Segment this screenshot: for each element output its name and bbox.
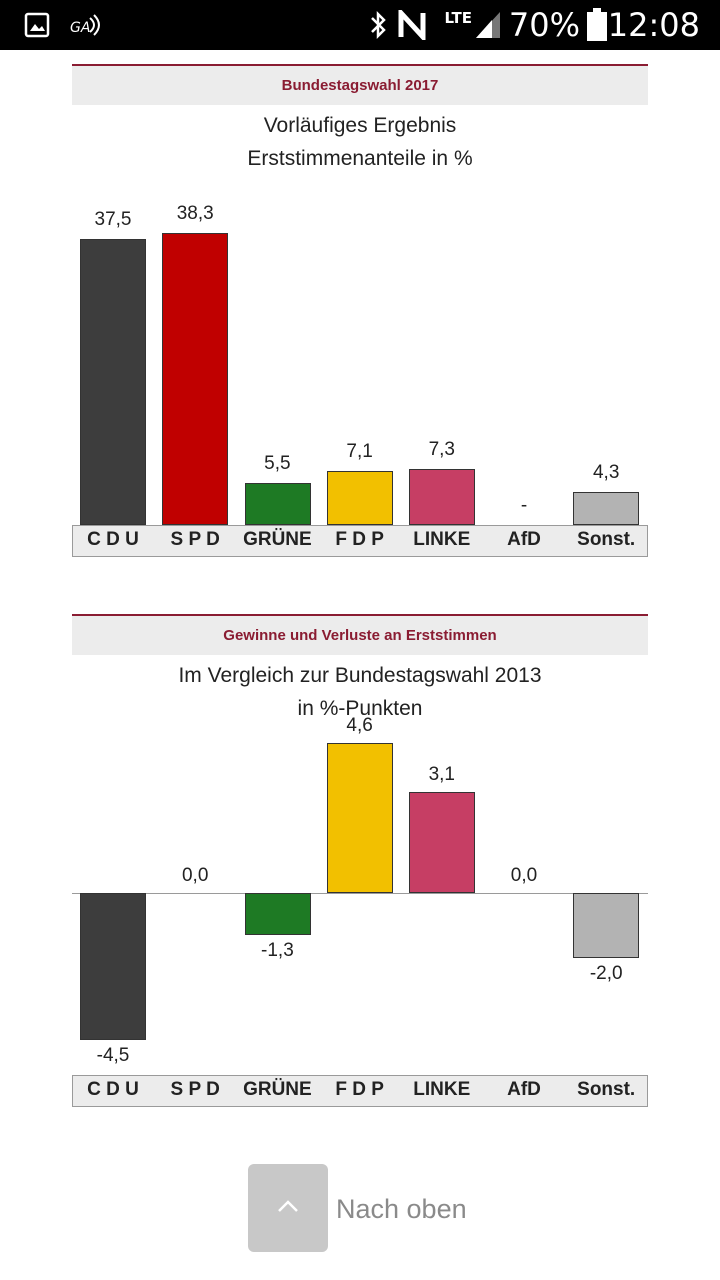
battery-percentage: 70% [508, 6, 580, 44]
battery-icon [587, 8, 607, 41]
chart1-bar-cdu [80, 239, 147, 525]
chart1-value-linke: 7,3 [428, 439, 455, 461]
chart1-axis [72, 525, 648, 557]
chart2-value-gruene: -1,3 [261, 940, 294, 962]
svg-text:GA: GA [70, 20, 90, 36]
cast-icon: GA [70, 14, 100, 36]
clock: 12:08 [607, 6, 700, 44]
nfc-icon [398, 10, 426, 40]
chart1-category-spd: S P D [170, 529, 220, 550]
back-to-top-label[interactable]: Nach oben [336, 1194, 467, 1224]
back-to-top-button[interactable] [248, 1164, 328, 1252]
bluetooth-icon [371, 10, 386, 40]
chart2-bar-linke [408, 791, 475, 893]
chart2-category-afd: AfD [507, 1079, 541, 1100]
chart2-bar-cdu [80, 893, 147, 1040]
chart1-bar-gruene [244, 483, 311, 525]
chart2-value-cdu: -4,5 [96, 1044, 130, 1066]
lte-icon: LTE [444, 9, 472, 27]
chevron-up-icon [278, 1200, 298, 1212]
chart2-title: Im Vergleich zur Bundestagswahl 2013 [178, 664, 542, 687]
chart1-category-gruene: GRÜNE [243, 529, 312, 550]
chart2-bar-gruene [244, 893, 311, 936]
chart1-category-fdp: F D P [335, 529, 384, 550]
chart1-value-fdp: 7,1 [346, 440, 373, 462]
chart1-value-spd: 38,3 [176, 203, 214, 225]
signal-icon [476, 12, 500, 38]
chart2-category-cdu: C D U [87, 1079, 139, 1100]
chart1-bar-sonstige [573, 492, 640, 525]
chart2-bar-fdp [326, 743, 393, 893]
chart1-category-afd: AfD [507, 529, 541, 550]
chart2-category-fdp: F D P [335, 1079, 384, 1100]
chart1-category-sonstige: Sonst. [577, 529, 636, 550]
chart2-category-sonstige: Sonst. [577, 1079, 636, 1100]
chart2-value-afd: 0,0 [510, 865, 538, 886]
chart1-category-cdu: C D U [87, 529, 139, 550]
chart2-category-linke: LINKE [413, 1079, 471, 1100]
chart2-bar-sonstige [573, 893, 640, 959]
status-bar: GA LTE 70% 12:08 [0, 0, 720, 50]
chart1-value-cdu: 37,5 [94, 209, 132, 231]
chart2-value-linke: 3,1 [428, 763, 455, 785]
chart1-value-gruene: 5,5 [264, 453, 291, 475]
chart1-value-sonstige: 4,3 [592, 462, 620, 484]
chart1-value-afd: - [520, 495, 528, 516]
chart2-value-fdp: 4,6 [346, 715, 373, 737]
chart1-title: Vorläufiges Ergebnis [263, 114, 457, 137]
chart2-header: Gewinne und Verluste an Erststimmen [72, 614, 648, 655]
chart2-category-gruene: GRÜNE [243, 1079, 312, 1100]
chart1-header: Bundestagswahl 2017 [72, 64, 648, 105]
chart2-axis [72, 1075, 648, 1107]
chart2-value-spd: 0,0 [181, 865, 209, 886]
chart2-value-sonstige: -2,0 [589, 963, 623, 985]
chart1-category-linke: LINKE [413, 529, 471, 550]
gallery-icon [24, 12, 50, 38]
chart1-bar-fdp [326, 470, 393, 525]
chart2-zero-line [72, 893, 648, 894]
chart2-subtitle: in %-Punkten [297, 697, 423, 720]
chart2-category-spd: S P D [170, 1079, 220, 1100]
chart1-subtitle: Erststimmenanteile in % [247, 147, 473, 170]
chart1-bar-linke [408, 469, 475, 525]
chart1-bar-spd [162, 233, 229, 525]
